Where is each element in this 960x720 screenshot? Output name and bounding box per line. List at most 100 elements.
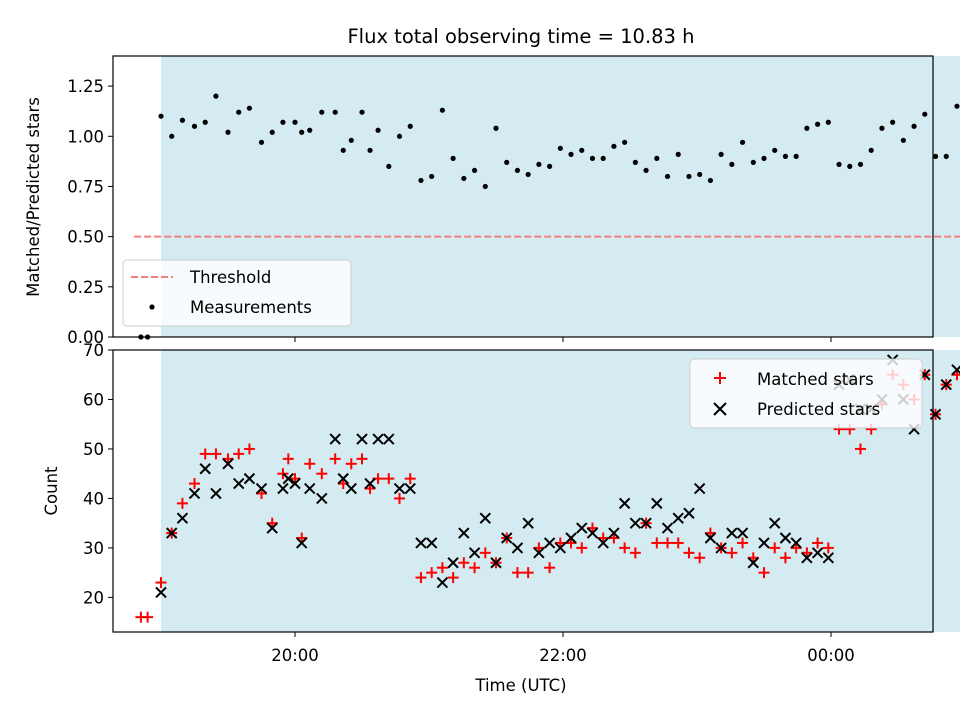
predicted-star-point xyxy=(801,552,813,564)
matched-star-point xyxy=(142,611,154,623)
x-axis-label: Time (UTC) xyxy=(474,676,566,695)
threshold-legend-label: Threshold xyxy=(189,268,271,287)
measurement-point xyxy=(348,137,354,143)
top-x-ticks xyxy=(294,337,832,342)
predicted-star-point xyxy=(166,527,178,539)
top-y-tick-label: 0.75 xyxy=(67,177,104,196)
measurement-point xyxy=(225,129,231,135)
predicted-star-point xyxy=(468,547,481,559)
measurement-point xyxy=(772,147,778,153)
matched-star-point xyxy=(769,542,781,554)
predicted-star-point xyxy=(393,482,406,495)
predicted-star-point xyxy=(188,487,201,500)
matched-star-point xyxy=(394,492,406,504)
measurement-point xyxy=(375,127,381,133)
measurement-point xyxy=(664,173,671,180)
predicted-star-point xyxy=(345,482,357,495)
predicted-star-point xyxy=(640,517,652,529)
matched-star-point xyxy=(345,458,357,470)
measurement-point xyxy=(471,167,478,174)
matched-star-point xyxy=(415,572,427,584)
top-panel: Flux total observing time = 10.83 h 0.00… xyxy=(24,25,960,347)
matched-star-point xyxy=(243,443,255,455)
predicted-star-point xyxy=(255,482,268,495)
measurement-point xyxy=(450,155,456,161)
predicted-star-point xyxy=(383,433,395,445)
predicted-stars-legend-swatch xyxy=(713,402,727,416)
predicted-star-point xyxy=(458,527,470,539)
measurement-point xyxy=(686,173,692,180)
top-y-tick-label: 0.50 xyxy=(67,228,104,247)
matched-star-point xyxy=(155,577,167,589)
predicted-star-point xyxy=(929,408,942,421)
predicted-star-point xyxy=(501,532,513,544)
measurement-point xyxy=(847,163,853,169)
matched-star-point xyxy=(576,542,588,554)
measurement-point xyxy=(461,175,467,182)
matched-star-point xyxy=(854,443,866,455)
predicted-stars-legend-label: Predicted stars xyxy=(757,400,880,419)
measurement-point xyxy=(536,161,542,167)
measurement-point xyxy=(879,125,885,131)
top-legend-box xyxy=(122,259,352,327)
measurement-point xyxy=(367,147,373,153)
measurement-point xyxy=(600,155,606,161)
matched-star-point xyxy=(189,478,200,490)
measurement-point xyxy=(236,109,242,115)
predicted-star-point xyxy=(511,542,524,554)
predicted-star-point xyxy=(266,522,278,534)
predicted-star-point xyxy=(704,532,717,544)
predicted-star-point xyxy=(176,512,189,524)
measurement-point xyxy=(482,183,488,190)
measurement-point xyxy=(191,123,198,129)
measurement-point xyxy=(729,161,735,167)
measurement-point xyxy=(857,161,864,167)
matched-star-point xyxy=(176,497,188,509)
measurement-point xyxy=(407,123,413,129)
matched-star-point xyxy=(544,562,556,574)
predicted-star-point xyxy=(490,557,502,569)
measurement-point xyxy=(557,145,563,151)
predicted-star-point xyxy=(597,537,609,549)
matched-star-point xyxy=(694,552,706,564)
measurement-point xyxy=(179,117,186,123)
predicted-star-point xyxy=(576,522,588,534)
measurement-point xyxy=(579,147,585,153)
matched-star-point xyxy=(356,453,368,465)
measurement-point xyxy=(943,153,949,159)
measurement-point xyxy=(632,159,638,165)
predicted-star-point xyxy=(726,527,738,539)
matched-star-point xyxy=(758,567,770,579)
predicted-star-point xyxy=(479,512,491,524)
matched-star-point xyxy=(210,448,222,460)
bottom-y-tick-label: 20 xyxy=(83,588,104,607)
predicted-star-point xyxy=(769,517,781,529)
measurement-point xyxy=(622,139,628,145)
top-legend: Threshold Measurements xyxy=(122,259,352,327)
top-y-tick-label: 1.00 xyxy=(67,127,104,146)
measurement-point xyxy=(359,109,365,115)
matched-star-point xyxy=(329,453,341,465)
predicted-star-point xyxy=(543,537,556,549)
x-tick-label: 00:00 xyxy=(807,646,855,665)
predicted-star-point xyxy=(533,547,545,559)
bottom-legend: Matched stars Predicted stars xyxy=(689,358,923,429)
measurement-point xyxy=(547,163,553,169)
measurement-point xyxy=(836,161,842,167)
predicted-star-point xyxy=(436,576,449,589)
matched-star-point xyxy=(277,468,289,480)
predicted-star-point xyxy=(651,497,663,510)
matched-star-point xyxy=(199,448,211,460)
measurement-point xyxy=(750,159,756,165)
predicted-star-point xyxy=(447,557,459,569)
predicted-star-point xyxy=(661,522,674,534)
predicted-star-point xyxy=(736,527,749,539)
predicted-star-point xyxy=(277,482,289,495)
measurement-point xyxy=(292,119,298,125)
predicted-star-point xyxy=(683,507,695,519)
predicted-star-point xyxy=(304,482,316,495)
matched-star-point xyxy=(511,567,523,579)
matched-star-point xyxy=(726,547,738,559)
